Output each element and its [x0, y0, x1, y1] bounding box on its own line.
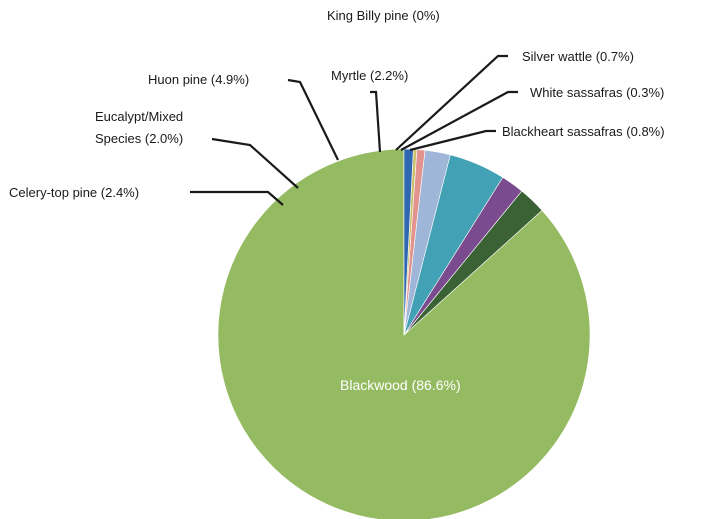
label-king-billy: King Billy pine (0%)	[327, 8, 440, 23]
leader-white-sassafras	[400, 90, 518, 151]
leader-lines	[190, 54, 518, 206]
label-myrtle: Myrtle (2.2%)	[331, 68, 408, 83]
label-huon: Huon pine (4.9%)	[148, 72, 249, 87]
leader-celery-top	[190, 190, 284, 206]
label-eucalypt-line2: Species (2.0%)	[95, 131, 183, 146]
label-eucalypt-line1: Eucalypt/Mixed	[95, 109, 183, 124]
label-white-sassafras: White sassafras (0.3%)	[530, 85, 664, 100]
label-blackwood: Blackwood (86.6%)	[340, 377, 461, 393]
leader-silver-wattle	[395, 54, 508, 151]
leader-blackheart	[409, 129, 496, 152]
label-celery-top: Celery-top pine (2.4%)	[9, 185, 139, 200]
leader-myrtle	[370, 90, 382, 153]
pie-slices	[217, 148, 591, 519]
label-silver-wattle: Silver wattle (0.7%)	[522, 49, 634, 64]
label-blackheart: Blackheart sassafras (0.8%)	[502, 124, 665, 139]
slice-labels: King Billy pine (0%) Silver wattle (0.7%…	[9, 8, 665, 393]
leader-eucalypt	[211, 137, 299, 189]
leader-huon	[287, 78, 339, 161]
